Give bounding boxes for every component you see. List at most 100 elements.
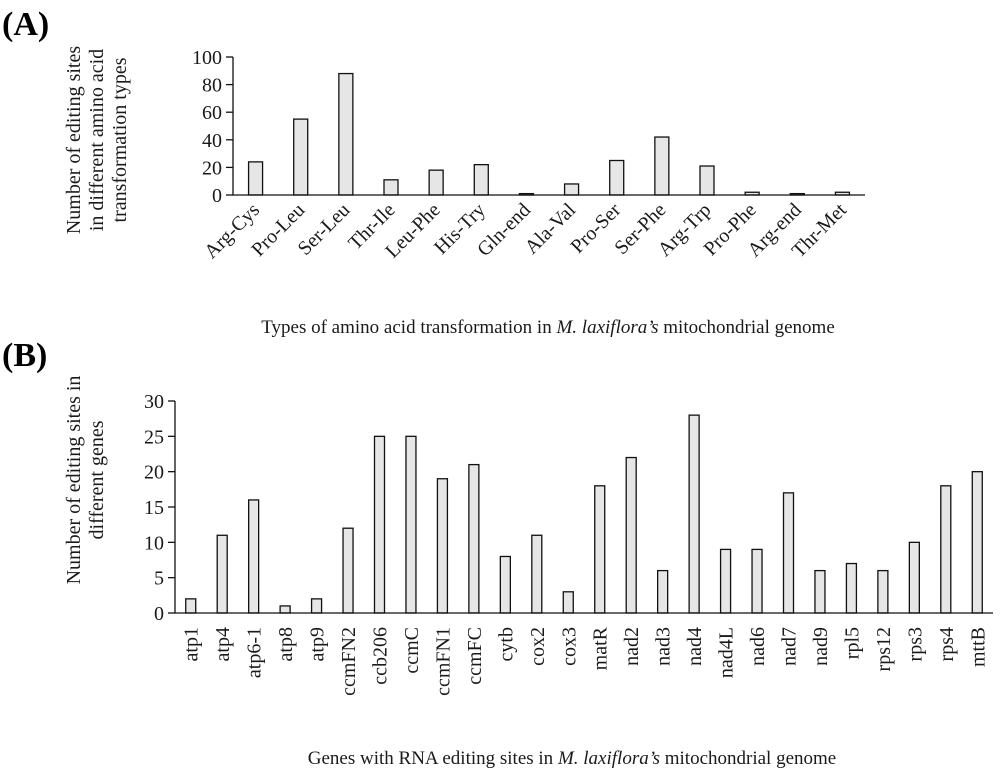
panel-a-xlabel-suffix: mitochondrial genome [659,317,835,338]
panel-b-xlabel-prefix: Genes with RNA editing sites in [308,748,558,769]
panel-a-xlabel-prefix: Types of amino acid transformation in [261,317,556,338]
panel-b-ylabel-line-2: different genes [86,420,108,539]
a-bar-Pro-Leu [293,118,309,196]
b-category-label: atp9 [307,627,329,661]
panel-a-x-axis-title: Types of amino acid transformation in M.… [261,317,835,338]
b-category-label: nad3 [653,627,675,666]
b-bar-atp6-1 [248,499,260,614]
b-category-label: nad4 [684,627,706,666]
b-bar-ccmC [405,435,417,614]
b-ytick-label: 5 [154,568,164,590]
a-bar-His-Try [473,163,489,196]
a-bar-Ala-Val [563,183,580,196]
b-category-label: nad4L [716,627,738,678]
b-category-label: cytb [495,627,517,661]
b-bar-rpl5 [845,562,858,614]
b-bar-atp1 [185,598,197,614]
b-bar-ccmFC [468,463,480,614]
b-category-label: atp4 [212,627,234,661]
b-bar-nad6 [751,548,763,614]
b-category-label: rpl5 [841,627,863,659]
b-bar-cox2 [531,534,543,614]
b-category-label: ccmFN2 [338,627,360,696]
panel-b-bars [185,414,983,614]
b-category-label: atp8 [275,627,297,661]
b-bar-atp8 [279,605,291,614]
panel-b-label: (B) [2,337,47,374]
b-category-label: atp6-1 [244,627,266,678]
b-category-label: rps12 [873,627,895,671]
b-category-label: cox2 [527,627,549,666]
b-category-label: cox3 [558,627,580,666]
b-bar-ccb206 [373,435,386,614]
b-category-label: ccmC [401,627,423,674]
panel-b-x-axis-title: Genes with RNA editing sites in M. laxif… [308,748,836,769]
a-ytick-label: 20 [202,157,222,179]
b-ytick-label: 10 [144,532,164,554]
b-bar-nad3 [657,569,669,614]
panel-a-axes [232,57,865,196]
panel-a-xlabel-italic: M. laxiflora’s [555,317,658,338]
a-bar-Arg-Trp [699,165,715,196]
b-bar-atp4 [216,534,228,614]
a-bar-Thr-Ile [383,179,399,196]
a-ytick-label: 40 [202,130,222,152]
b-bar-nad9 [814,569,826,614]
b-bar-nad7 [782,492,795,614]
b-bar-atp9 [310,598,323,614]
b-category-label: ccb206 [370,627,392,685]
a-bar-Arg-Cys [247,161,264,196]
b-ytick-label: 25 [144,426,164,448]
panel-b-xlabel-italic: M. laxiflora’s [557,748,660,769]
a-ytick-label: 100 [192,47,222,69]
b-ytick-label: 30 [144,391,164,413]
b-bar-ccmFN2 [342,527,354,614]
b-category-label: nad2 [621,627,643,666]
panel-a-ylabel-line-1: Number of editing sites [63,46,85,235]
b-bar-ccmFN1 [436,478,449,614]
a-category-label: Ala-Val [521,199,581,259]
b-ytick-label: 15 [144,497,164,519]
panel-a-y-axis-ticks: 0 20 40 60 80 100 [192,47,233,207]
b-category-label: rps4 [936,627,958,661]
b-bar-rps3 [908,541,920,614]
b-ytick-label: 20 [144,462,164,484]
a-ytick-label: 0 [212,185,222,207]
b-category-label: ccmFN1 [432,627,454,696]
panel-b-y-axis-ticks: 0 5 10 15 20 25 30 [144,391,175,625]
a-bar-Ser-Phe [654,136,670,196]
b-category-label: ccmFC [464,627,486,685]
b-category-label: nad9 [810,627,832,666]
panel-b-ylabel: Number of editing sites in different gen… [63,376,108,585]
a-ytick-label: 60 [202,102,222,124]
a-bar-Leu-Phe [428,169,444,196]
b-bar-rps12 [877,569,889,614]
b-bar-matR [594,485,606,614]
a-bar-Ser-Leu [338,72,354,196]
panel-a-label: (A) [2,6,49,43]
panel-b-ylabel-line-1: Number of editing sites in [63,376,85,585]
b-bar-nad4L [719,548,732,614]
panel-a-ylabel: Number of editing sites in different ami… [63,46,131,235]
b-bar-nad4 [688,414,700,614]
b-bar-nad2 [625,456,637,614]
panel-a-ylabel-line-2: in different amino acid [86,49,108,231]
b-bar-mttB [971,471,983,614]
panel-b-category-labels: atp1 atp4 atp6-1 atp8 atp9 ccmFN2 ccb206 ccmC cc… [181,626,990,696]
panel-a-category-labels: Arg-CysPro-LeuSer-LeuThr-IleLeu-PheHis-T… [200,199,851,263]
panel-a-ylabel-line-3: transformation types [109,57,131,222]
b-category-label: nad7 [779,627,801,666]
b-ytick-label: 0 [154,603,164,625]
a-ytick-label: 80 [202,75,222,97]
b-bar-cox3 [562,591,574,614]
a-bar-Pro-Ser [609,159,625,196]
b-bar-rps4 [940,485,952,614]
b-category-label: nad6 [747,627,769,666]
panel-a-bars [247,72,851,196]
panel-b: (B) Number of editing sites in different… [2,337,993,769]
b-category-label: atp1 [181,627,203,661]
b-category-label: mttB [967,627,989,667]
b-category-label: rps3 [904,627,926,661]
b-bar-cytb [499,555,511,614]
